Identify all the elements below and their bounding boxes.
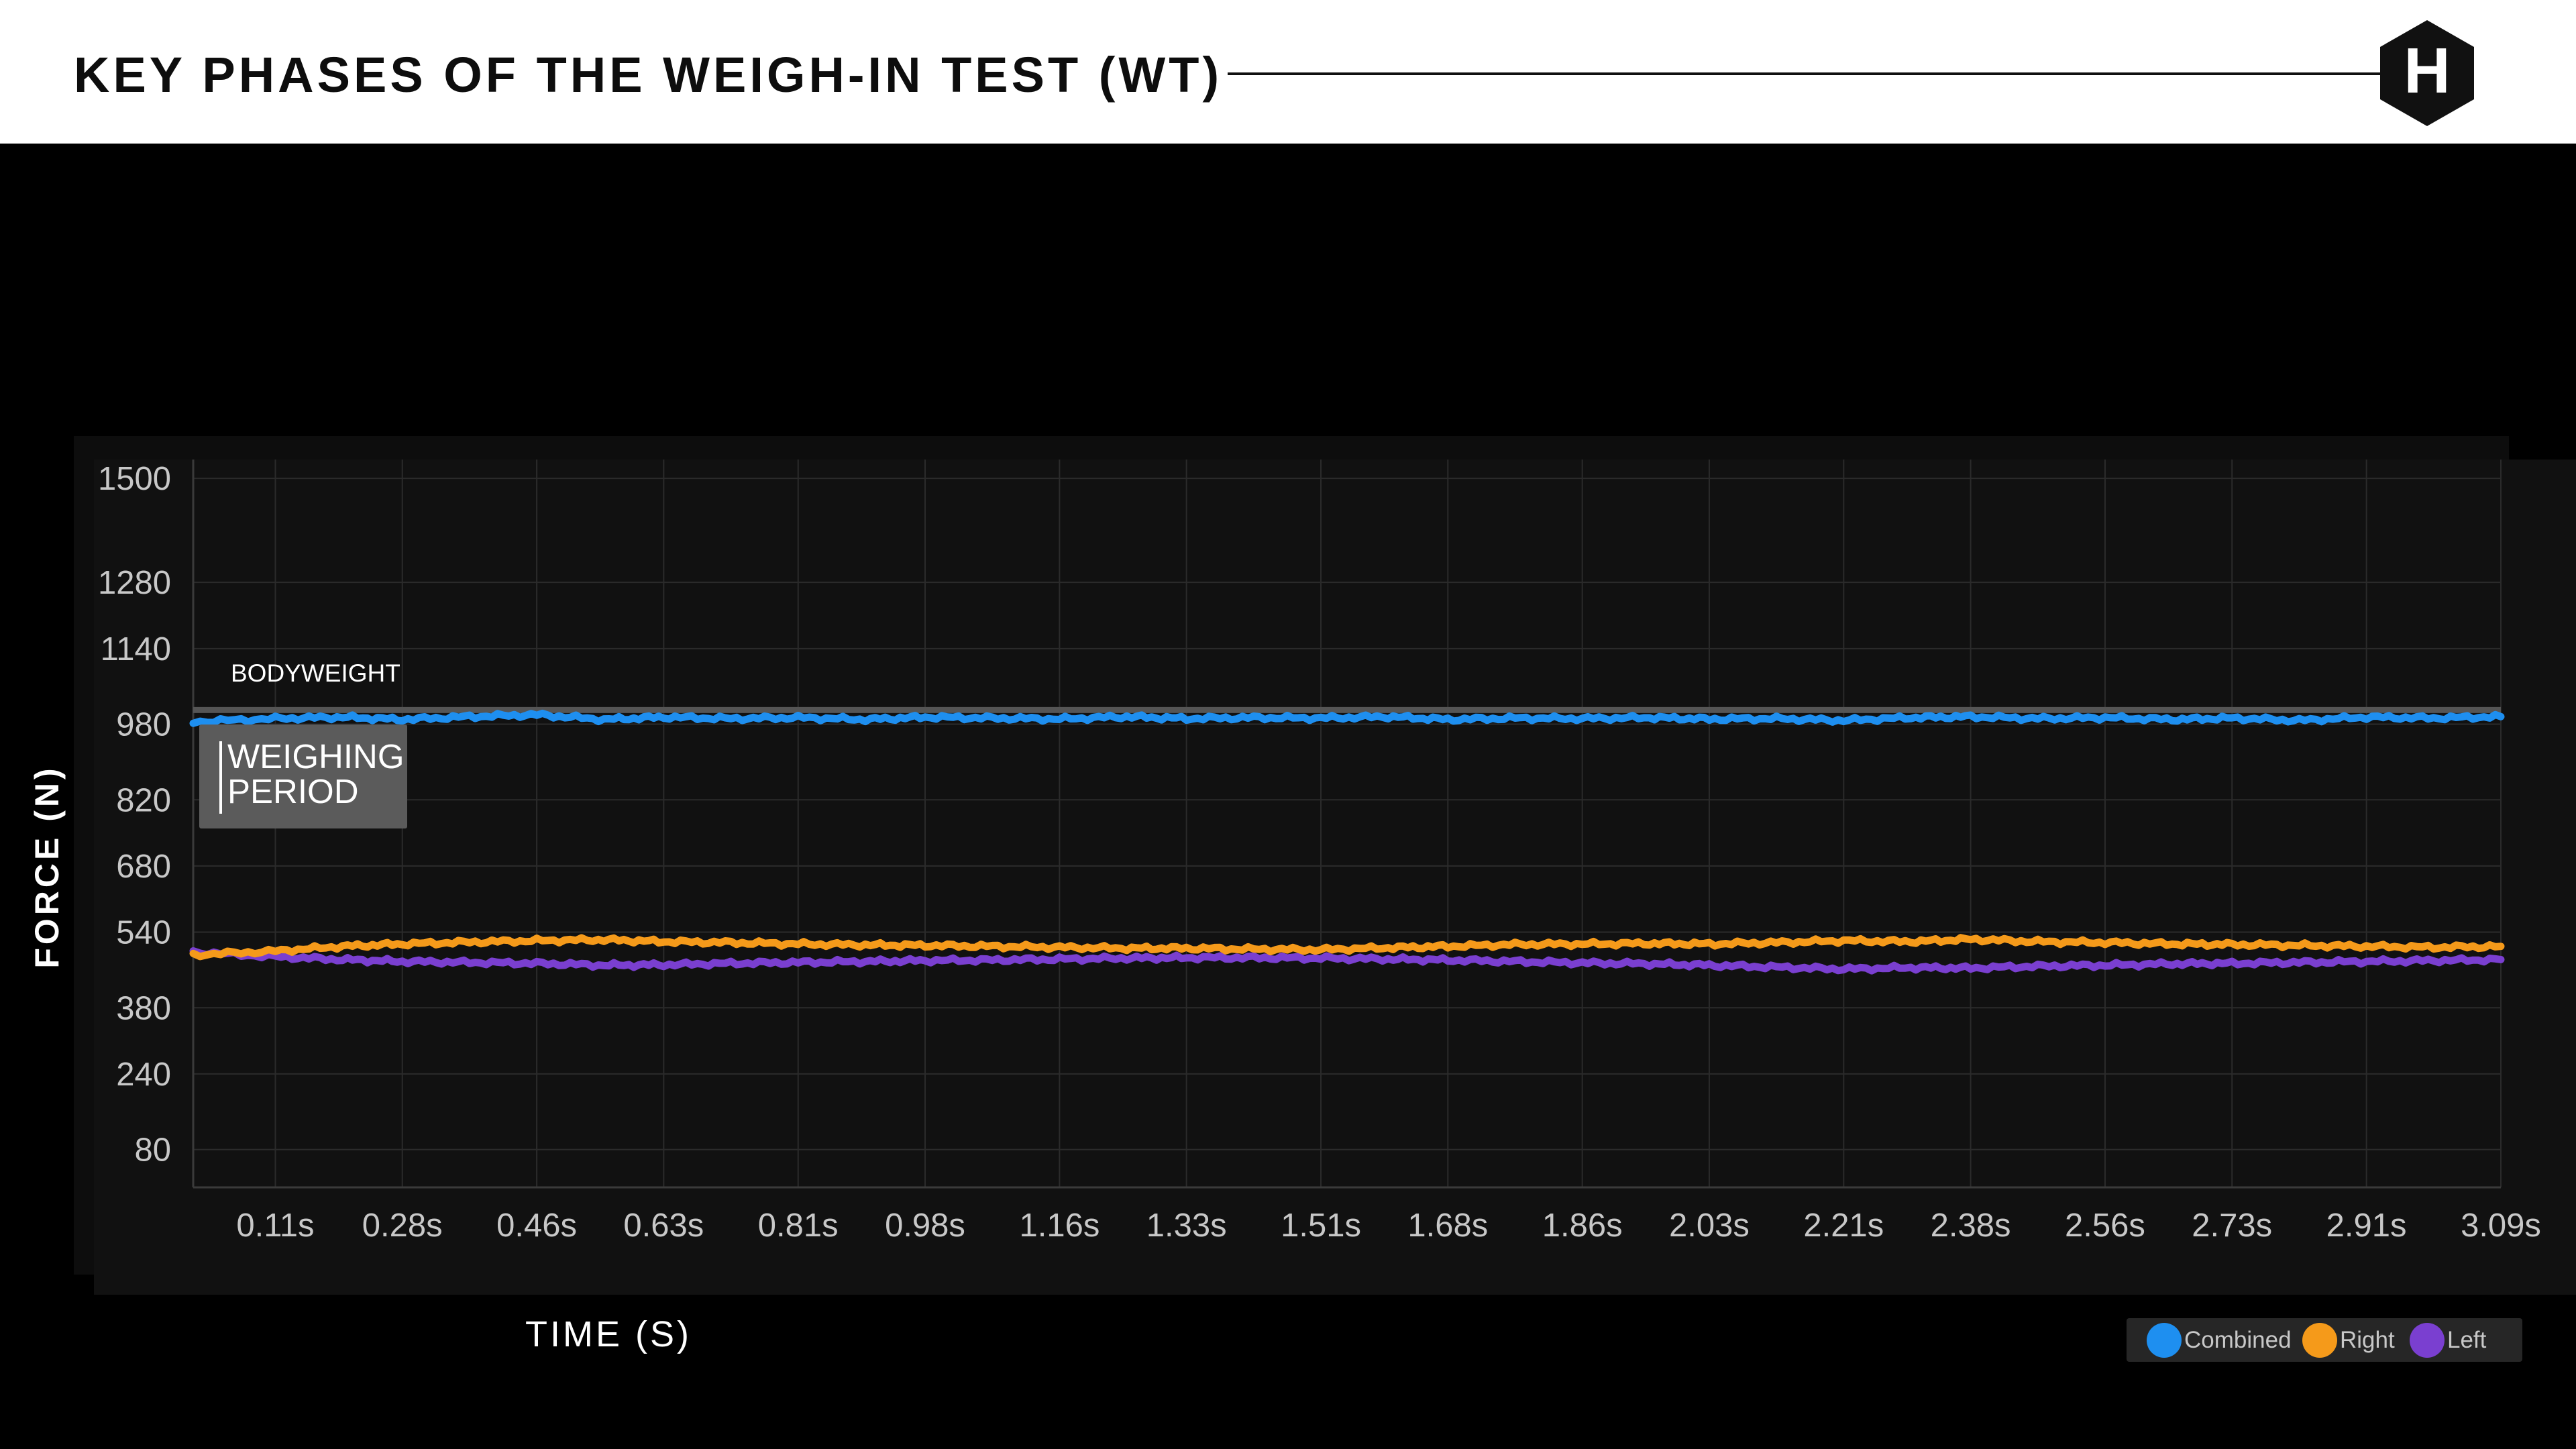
legend-item-right[interactable]: Right <box>2302 1318 2395 1362</box>
x-tick-label: 0.98s <box>885 1208 965 1244</box>
series-line-left <box>189 947 2505 975</box>
chart-grid <box>193 460 2502 1187</box>
legend-item-left[interactable]: Left <box>2410 1318 2486 1362</box>
y-axis-ticks: 80 240 380 540 680 820 980 1140 1280 1500 <box>98 461 171 1168</box>
x-tick-label: 2.03s <box>1669 1208 1750 1244</box>
x-tick-label: 0.81s <box>758 1208 839 1244</box>
x-tick-label: 2.91s <box>2326 1208 2407 1244</box>
x-axis-title: TIME (S) <box>525 1314 692 1354</box>
weighing-period-marker <box>219 741 222 814</box>
title-divider-line <box>1228 72 2395 75</box>
y-tick-label: 240 <box>116 1057 171 1093</box>
logo-letter: H <box>2404 35 2450 107</box>
x-tick-label: 0.46s <box>496 1208 577 1244</box>
x-tick-label: 2.73s <box>2192 1208 2272 1244</box>
x-axis-ticks: 0.11s 0.28s 0.46s 0.63s 0.81s 0.98s 1.16s 1.33s… <box>236 1208 2541 1244</box>
y-tick-label: 820 <box>116 782 171 818</box>
series-line-right <box>189 934 2505 961</box>
x-tick-label: 1.16s <box>1019 1208 1099 1244</box>
y-tick-label: 540 <box>116 915 171 951</box>
x-tick-label: 0.11s <box>236 1208 314 1244</box>
weighing-period-callout: WEIGHING PERIOD <box>199 724 407 828</box>
chart-legend: Combined Right Left <box>2127 1318 2522 1362</box>
legend-label-combined: Combined <box>2184 1326 2292 1353</box>
legend-swatch-right <box>2302 1322 2337 1358</box>
chart-series <box>189 709 2505 975</box>
hexagon-h-logo-icon: H <box>2380 20 2474 126</box>
x-tick-label: 2.38s <box>1931 1208 2011 1244</box>
y-tick-label: 1140 <box>101 631 171 667</box>
legend-label-right: Right <box>2340 1326 2395 1353</box>
y-axis-title: FORCE (N) <box>28 765 66 969</box>
x-tick-label: 1.33s <box>1146 1208 1227 1244</box>
weighing-period-label: WEIGHING PERIOD <box>227 737 405 810</box>
x-tick-label: 3.09s <box>2461 1208 2541 1244</box>
chart-axes <box>192 460 2501 1189</box>
y-tick-label: 80 <box>134 1132 171 1169</box>
legend-swatch-combined <box>2147 1322 2182 1358</box>
x-tick-label: 2.21s <box>1803 1208 1884 1244</box>
y-tick-label: 980 <box>116 707 171 743</box>
legend-label-left: Left <box>2447 1326 2487 1353</box>
x-tick-label: 1.86s <box>1542 1208 1623 1244</box>
bodyweight-label: BODYWEIGHT <box>231 659 400 687</box>
y-tick-label: 1500 <box>98 461 171 497</box>
x-tick-label: 1.68s <box>1407 1208 1488 1244</box>
series-line-combined <box>189 709 2505 727</box>
legend-item-combined[interactable]: Combined <box>2147 1318 2292 1362</box>
chart-plot-background <box>94 460 2576 1295</box>
x-tick-label: 0.28s <box>362 1208 443 1244</box>
x-tick-label: 2.56s <box>2065 1208 2145 1244</box>
legend-swatch-left <box>2410 1322 2445 1358</box>
x-tick-label: 1.51s <box>1281 1208 1361 1244</box>
x-tick-label: 0.63s <box>623 1208 704 1244</box>
y-tick-label: 380 <box>116 990 171 1026</box>
header-bar: KEY PHASES OF THE WEIGH-IN TEST (WT) H <box>0 0 2576 144</box>
page-title: KEY PHASES OF THE WEIGH-IN TEST (WT) <box>74 47 1223 103</box>
y-tick-label: 1280 <box>98 565 171 601</box>
y-tick-label: 680 <box>116 849 171 885</box>
